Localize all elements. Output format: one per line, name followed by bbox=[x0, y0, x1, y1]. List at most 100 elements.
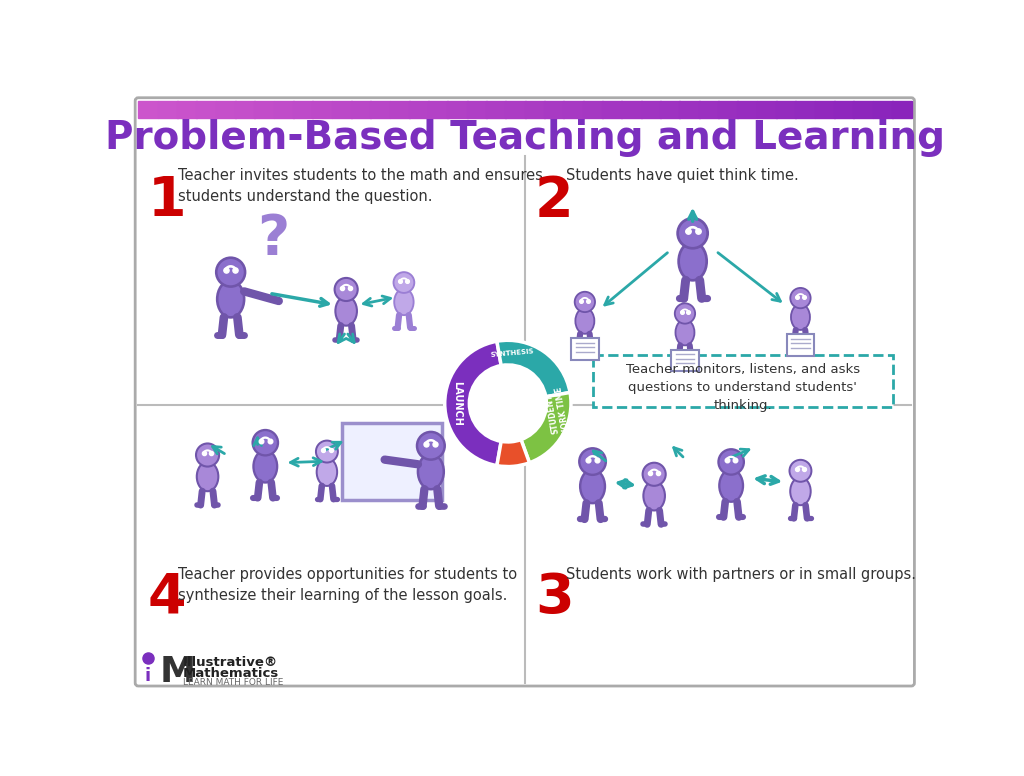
Text: Students have quiet think time.: Students have quiet think time. bbox=[565, 168, 799, 183]
Bar bbox=[679, 101, 699, 118]
Text: STUDENT
WORK TIME: STUDENT WORK TIME bbox=[544, 386, 571, 438]
Text: LEARN MATH FOR LIFE: LEARN MATH FOR LIFE bbox=[183, 678, 284, 688]
Ellipse shape bbox=[316, 458, 337, 486]
Bar bbox=[447, 101, 468, 118]
Bar bbox=[177, 101, 197, 118]
Ellipse shape bbox=[197, 462, 218, 491]
Bar bbox=[872, 101, 893, 118]
Text: Problem-Based Teaching and Learning: Problem-Based Teaching and Learning bbox=[104, 119, 945, 157]
Bar bbox=[571, 338, 599, 359]
Bar bbox=[563, 101, 584, 118]
Text: LAUNCH: LAUNCH bbox=[452, 381, 462, 426]
Text: 3: 3 bbox=[535, 570, 573, 625]
Bar bbox=[698, 101, 719, 118]
Bar bbox=[718, 101, 738, 118]
Bar bbox=[216, 101, 236, 118]
Ellipse shape bbox=[336, 296, 357, 326]
Text: i: i bbox=[144, 667, 151, 684]
Circle shape bbox=[643, 462, 666, 486]
Circle shape bbox=[791, 288, 811, 308]
Circle shape bbox=[253, 430, 278, 456]
Circle shape bbox=[678, 218, 708, 248]
Text: SYNTHESIS: SYNTHESIS bbox=[490, 348, 535, 358]
Circle shape bbox=[719, 449, 743, 475]
Bar bbox=[293, 101, 313, 118]
Ellipse shape bbox=[719, 469, 743, 502]
Circle shape bbox=[790, 460, 811, 482]
Bar bbox=[622, 101, 641, 118]
Text: Illustrative®: Illustrative® bbox=[183, 656, 279, 669]
Wedge shape bbox=[521, 393, 571, 462]
Bar bbox=[506, 101, 525, 118]
Ellipse shape bbox=[676, 320, 694, 345]
Bar bbox=[602, 101, 623, 118]
Bar bbox=[776, 101, 796, 118]
Circle shape bbox=[469, 365, 547, 442]
Text: Teacher monitors, listens, and asks
questions to understand students'
thinking.: Teacher monitors, listens, and asks ques… bbox=[626, 362, 860, 411]
Bar bbox=[158, 101, 178, 118]
Text: Teacher invites students to the math and ensures
students understand the questio: Teacher invites students to the math and… bbox=[178, 168, 543, 204]
Bar bbox=[671, 349, 698, 371]
Bar bbox=[342, 423, 442, 500]
Text: Students work with partners or in small groups.: Students work with partners or in small … bbox=[565, 566, 915, 582]
Ellipse shape bbox=[217, 281, 244, 317]
Text: Teacher provides opportunities for students to
synthesize their learning of the : Teacher provides opportunities for stude… bbox=[178, 566, 517, 603]
Bar bbox=[757, 101, 777, 118]
Bar bbox=[428, 101, 449, 118]
Bar bbox=[486, 101, 506, 118]
Bar bbox=[892, 101, 912, 118]
Ellipse shape bbox=[581, 469, 605, 503]
Circle shape bbox=[417, 432, 444, 459]
Bar bbox=[524, 101, 545, 118]
Ellipse shape bbox=[791, 304, 810, 330]
Bar bbox=[583, 101, 603, 118]
Bar bbox=[254, 101, 274, 118]
Wedge shape bbox=[497, 440, 529, 466]
Bar bbox=[197, 101, 216, 118]
Bar bbox=[660, 101, 680, 118]
Bar bbox=[834, 101, 854, 118]
Circle shape bbox=[675, 303, 695, 324]
Ellipse shape bbox=[575, 308, 594, 334]
Bar bbox=[312, 101, 333, 118]
FancyBboxPatch shape bbox=[135, 98, 914, 686]
Bar bbox=[796, 101, 815, 118]
Bar bbox=[641, 101, 660, 118]
Ellipse shape bbox=[394, 289, 414, 315]
Bar bbox=[371, 101, 390, 118]
Bar bbox=[234, 101, 255, 118]
Ellipse shape bbox=[643, 481, 665, 511]
Bar bbox=[737, 101, 758, 118]
Circle shape bbox=[196, 443, 219, 466]
Bar bbox=[138, 101, 159, 118]
Bar bbox=[544, 101, 564, 118]
Wedge shape bbox=[444, 341, 501, 466]
Bar bbox=[409, 101, 429, 118]
Ellipse shape bbox=[791, 477, 811, 505]
Bar bbox=[389, 101, 410, 118]
Ellipse shape bbox=[418, 454, 443, 489]
Wedge shape bbox=[497, 341, 570, 397]
Bar bbox=[332, 101, 351, 118]
Circle shape bbox=[335, 278, 357, 301]
Text: ?: ? bbox=[257, 213, 289, 266]
Circle shape bbox=[393, 272, 415, 293]
Circle shape bbox=[574, 292, 595, 312]
Text: M: M bbox=[160, 655, 196, 689]
Text: Mathematics: Mathematics bbox=[183, 667, 280, 680]
Circle shape bbox=[316, 441, 338, 462]
Bar bbox=[815, 101, 835, 118]
Bar bbox=[273, 101, 294, 118]
Bar bbox=[467, 101, 487, 118]
Ellipse shape bbox=[254, 450, 278, 483]
Ellipse shape bbox=[679, 242, 707, 280]
Bar bbox=[351, 101, 371, 118]
Circle shape bbox=[216, 258, 245, 286]
Text: 1: 1 bbox=[147, 174, 186, 228]
Bar bbox=[853, 101, 873, 118]
Circle shape bbox=[580, 449, 606, 475]
Text: 4: 4 bbox=[147, 570, 186, 625]
Text: 2: 2 bbox=[535, 174, 573, 228]
FancyBboxPatch shape bbox=[593, 355, 893, 407]
Bar bbox=[786, 334, 814, 355]
